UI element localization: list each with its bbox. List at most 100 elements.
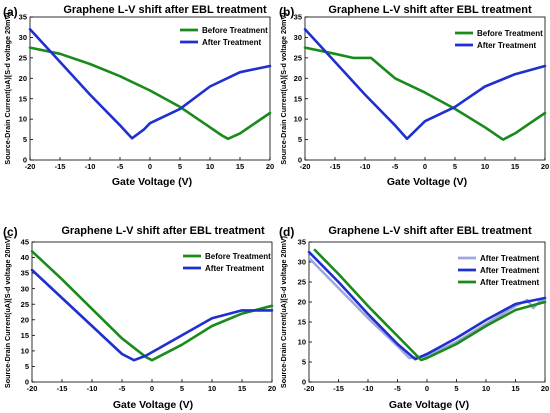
chart-panel-3: (c) Graphene L-V shift after EBL treatmen… [3,225,276,411]
x-tick-label: -5 [392,162,399,171]
y-tick-label: 35 [294,13,302,22]
x-tick-label: -20 [300,162,311,171]
x-tick-label: 20 [268,384,276,393]
x-axis-label: Gate Voltage (V) [387,176,467,188]
x-tick-label: 15 [238,384,246,393]
series-line-2 [303,27,547,141]
y-tick-label: 25 [19,53,27,62]
x-tick-label: 10 [482,384,490,393]
y-tick-label: 10 [19,115,27,124]
x-tick-label: -20 [25,162,36,171]
x-axis-label: Gate Voltage (V) [112,176,192,188]
x-tick-label: 0 [150,384,154,393]
y-axis-label: Source-Drain Current(uA)[S-d voltage 20m… [279,12,288,165]
y-tick-label: 45 [21,238,29,247]
x-tick-label: -10 [363,384,374,393]
x-tick-label: 5 [178,162,182,171]
y-tick-label: 40 [21,253,29,262]
x-tick-label: 5 [453,162,457,171]
x-tick-label: 20 [541,162,549,171]
series-line-2 [28,27,272,140]
series-line-1 [30,250,274,362]
y-tick-label: 25 [21,300,29,309]
chart-title: Graphene L-V shift after EBL treatment [61,225,265,237]
x-tick-label: 10 [208,384,216,393]
x-axis-label: Gate Voltage (V) [389,399,469,411]
x-tick-label: 0 [148,162,152,171]
y-tick-label: 0 [23,156,27,165]
x-tick-label: -10 [360,162,371,171]
x-tick-label: -15 [57,384,68,393]
y-tick-label: 15 [19,94,27,103]
x-tick-label: 0 [423,162,427,171]
x-tick-label: -15 [333,384,344,393]
x-tick-label: -10 [87,384,98,393]
series-line-1 [28,46,272,141]
y-tick-label: 5 [298,135,302,144]
chart-title: Graphene L-V shift after EBL treatment [328,225,532,237]
x-tick-label: 15 [511,384,519,393]
x-tick-label: 10 [206,162,214,171]
legend-label: After Treatment [202,38,261,47]
y-tick-label: 30 [21,284,29,293]
y-tick-label: 10 [21,346,29,355]
x-tick-label: 10 [481,162,489,171]
chart-panel-4: (d) Graphene L-V shift after EBL treatmen… [279,225,549,411]
x-tick-label: 15 [511,162,519,171]
x-tick-label: -15 [330,162,341,171]
x-tick-label: 5 [454,384,458,393]
legend-label: After Treatment [477,41,536,50]
panel-label: (c) [3,225,18,239]
chart-panel-2: (b) Graphene L-V shift after EBL treatmen… [279,4,549,188]
x-tick-label: 20 [266,162,274,171]
legend-label: After Treatment [205,264,264,273]
x-tick-label: -20 [304,384,315,393]
chart-title: Graphene L-V shift after EBL treatment [63,4,267,16]
y-tick-label: 15 [294,94,302,103]
panel-label: (a) [3,5,18,19]
y-tick-label: 5 [25,362,29,371]
y-tick-label: 35 [21,269,29,278]
y-tick-label: 10 [298,338,306,347]
legend-label: After Treatment [480,254,539,263]
x-tick-label: -15 [55,162,66,171]
y-tick-label: 20 [298,298,306,307]
y-tick-label: 20 [21,315,29,324]
panel-label: (d) [279,225,294,239]
series-line-2 [307,250,547,361]
x-tick-label: 0 [425,384,429,393]
x-axis-label: Gate Voltage (V) [113,399,193,411]
x-tick-label: 20 [541,384,549,393]
legend-label: After Treatment [480,266,539,275]
y-tick-label: 35 [19,13,27,22]
plot-frame [304,16,546,161]
panel-label: (b) [279,5,294,19]
y-axis-label: Source-Drain Current(uA)[S-d voltage 20m… [279,235,288,388]
y-axis-label: Source-Drain Current(uA)[S-d voltage 20m… [3,12,12,165]
y-tick-label: 10 [294,115,302,124]
y-tick-label: 30 [294,33,302,42]
x-tick-label: -5 [119,384,126,393]
y-tick-label: 20 [294,74,302,83]
series-line-2 [30,268,274,362]
y-tick-label: 35 [298,238,306,247]
y-tick-label: 25 [294,53,302,62]
series-line-1 [307,256,547,360]
y-tick-label: 0 [25,378,29,387]
series-line-3 [313,248,547,362]
y-axis-label: Source-Drain Current(uA)[S-d voltage 20m… [3,235,12,388]
y-tick-label: 15 [21,331,29,340]
y-tick-label: 5 [302,358,306,367]
y-tick-label: 25 [298,278,306,287]
x-tick-label: -20 [27,384,38,393]
legend-label: Before Treatment [477,29,543,38]
x-tick-label: 15 [236,162,244,171]
y-tick-label: 5 [23,135,27,144]
chart-panel-1: (a) Graphene L-V shift after EBL treatmen… [3,4,274,188]
legend-label: After Treatment [480,278,539,287]
y-tick-label: 0 [302,378,306,387]
x-tick-label: -10 [85,162,96,171]
x-tick-label: -5 [394,384,401,393]
series-line-1 [303,46,547,141]
x-tick-label: 5 [180,384,184,393]
